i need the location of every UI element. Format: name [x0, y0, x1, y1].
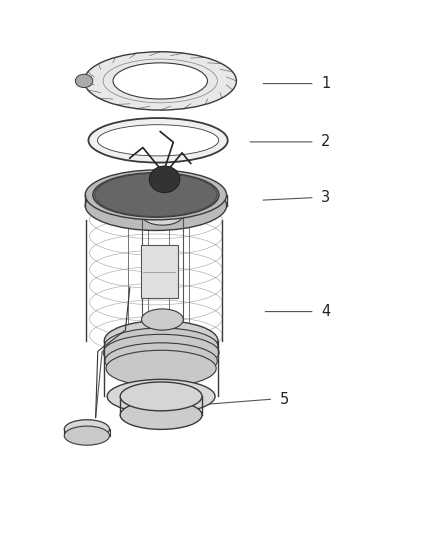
- Ellipse shape: [85, 170, 226, 220]
- Ellipse shape: [120, 400, 202, 430]
- Ellipse shape: [107, 379, 215, 414]
- Ellipse shape: [149, 166, 180, 192]
- Ellipse shape: [85, 181, 226, 230]
- Ellipse shape: [75, 74, 93, 87]
- Ellipse shape: [141, 204, 184, 225]
- Text: 2: 2: [321, 134, 331, 149]
- Bar: [141, 245, 178, 298]
- Ellipse shape: [104, 321, 218, 361]
- Text: 1: 1: [321, 76, 331, 91]
- Ellipse shape: [88, 118, 228, 163]
- Ellipse shape: [103, 334, 219, 370]
- Ellipse shape: [64, 419, 110, 439]
- Text: 3: 3: [321, 190, 330, 205]
- Text: 5: 5: [280, 392, 289, 407]
- Ellipse shape: [141, 309, 184, 330]
- Ellipse shape: [98, 125, 219, 156]
- Ellipse shape: [106, 350, 216, 386]
- Ellipse shape: [113, 63, 208, 99]
- Text: 4: 4: [321, 304, 331, 319]
- Ellipse shape: [120, 382, 202, 411]
- Ellipse shape: [93, 173, 219, 217]
- Ellipse shape: [64, 426, 110, 445]
- Ellipse shape: [84, 52, 237, 110]
- Ellipse shape: [104, 328, 218, 364]
- Ellipse shape: [105, 343, 217, 379]
- Ellipse shape: [95, 173, 217, 216]
